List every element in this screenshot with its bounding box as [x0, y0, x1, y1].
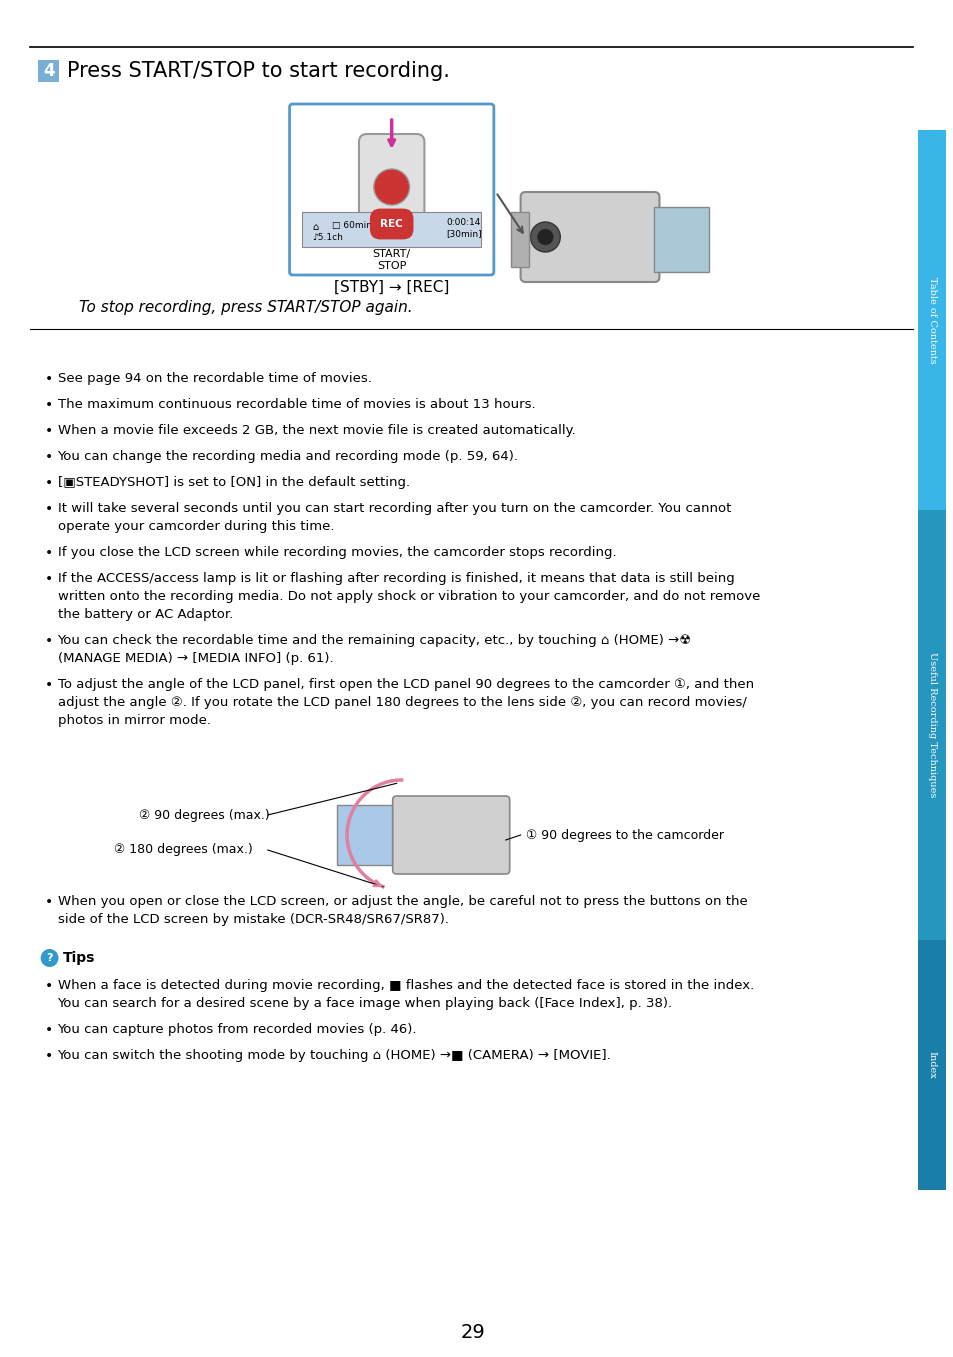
- Text: 29: 29: [460, 1323, 485, 1342]
- Text: START/
STOP: START/ STOP: [373, 250, 411, 271]
- FancyBboxPatch shape: [520, 191, 659, 282]
- Text: You can check the recordable time and the remaining capacity, etc., by touching : You can check the recordable time and th…: [57, 634, 691, 647]
- Circle shape: [537, 229, 553, 246]
- Text: Tips: Tips: [62, 951, 94, 965]
- Text: •: •: [45, 372, 52, 385]
- Text: The maximum continuous recordable time of movies is about 13 hours.: The maximum continuous recordable time o…: [57, 398, 535, 411]
- Text: You can capture photos from recorded movies (p. 46).: You can capture photos from recorded mov…: [57, 1023, 416, 1035]
- Bar: [918, 940, 945, 1190]
- Text: •: •: [45, 978, 52, 993]
- Text: Useful Recording Techniques: Useful Recording Techniques: [926, 653, 936, 798]
- Text: It will take several seconds until you can start recording after you turn on the: It will take several seconds until you c…: [57, 502, 730, 516]
- Text: To adjust the angle of the LCD panel, first open the LCD panel 90 degrees to the: To adjust the angle of the LCD panel, fi…: [57, 678, 753, 691]
- Text: When you open or close the LCD screen, or adjust the angle, be careful not to pr: When you open or close the LCD screen, o…: [57, 896, 746, 908]
- Bar: [510, 212, 528, 267]
- Text: ② 180 degrees (max.): ② 180 degrees (max.): [114, 844, 253, 856]
- Text: •: •: [45, 678, 52, 692]
- Text: When a face is detected during movie recording, ■ flashes and the detected face : When a face is detected during movie rec…: [57, 978, 753, 992]
- Text: •: •: [45, 502, 52, 516]
- Bar: [918, 510, 945, 940]
- Text: •: •: [45, 423, 52, 438]
- Text: ② 90 degrees (max.): ② 90 degrees (max.): [139, 809, 270, 821]
- Text: To stop recording, press START/STOP again.: To stop recording, press START/STOP agai…: [79, 300, 413, 315]
- Bar: [918, 130, 945, 510]
- Text: (MANAGE MEDIA) → [MEDIA INFO] (p. 61).: (MANAGE MEDIA) → [MEDIA INFO] (p. 61).: [57, 651, 333, 665]
- Text: You can change the recording media and recording mode (p. 59, 64).: You can change the recording media and r…: [57, 451, 518, 463]
- Text: •: •: [45, 896, 52, 909]
- Circle shape: [530, 223, 559, 252]
- Text: 0:00:14: 0:00:14: [446, 217, 480, 227]
- Text: See page 94 on the recordable time of movies.: See page 94 on the recordable time of mo…: [57, 372, 371, 385]
- Text: [STBY] → [REC]: [STBY] → [REC]: [334, 280, 449, 294]
- Text: •: •: [45, 1049, 52, 1063]
- FancyBboxPatch shape: [290, 104, 494, 275]
- Bar: [37, 60, 59, 81]
- Text: 4: 4: [43, 62, 54, 80]
- Text: adjust the angle ②. If you rotate the LCD panel 180 degrees to the lens side ②, : adjust the angle ②. If you rotate the LC…: [57, 696, 745, 708]
- Text: ♪5.1ch: ♪5.1ch: [312, 232, 343, 242]
- Text: [▣STEADYSHOT] is set to [ON] in the default setting.: [▣STEADYSHOT] is set to [ON] in the defa…: [57, 476, 409, 489]
- Circle shape: [374, 170, 409, 205]
- Text: •: •: [45, 634, 52, 649]
- Text: •: •: [45, 1023, 52, 1037]
- Text: ?: ?: [47, 953, 52, 963]
- Text: If you close the LCD screen while recording movies, the camcorder stops recordin: If you close the LCD screen while record…: [57, 546, 616, 559]
- Text: side of the LCD screen by mistake (DCR-SR48/SR67/SR87).: side of the LCD screen by mistake (DCR-S…: [57, 913, 448, 925]
- Text: operate your camcorder during this time.: operate your camcorder during this time.: [57, 520, 334, 533]
- FancyBboxPatch shape: [358, 134, 424, 240]
- Circle shape: [41, 949, 58, 968]
- Text: □ 60min: □ 60min: [332, 220, 372, 229]
- Text: •: •: [45, 451, 52, 464]
- Bar: [654, 208, 708, 271]
- Text: If the ACCESS/access lamp is lit or flashing after recording is finished, it mea: If the ACCESS/access lamp is lit or flas…: [57, 573, 734, 585]
- Text: Press START/STOP to start recording.: Press START/STOP to start recording.: [68, 61, 450, 81]
- Text: Table of Contents: Table of Contents: [926, 277, 936, 364]
- Text: the battery or AC Adaptor.: the battery or AC Adaptor.: [57, 608, 233, 622]
- Text: •: •: [45, 398, 52, 413]
- Text: photos in mirror mode.: photos in mirror mode.: [57, 714, 211, 727]
- Text: When a movie file exceeds 2 GB, the next movie file is created automatically.: When a movie file exceeds 2 GB, the next…: [57, 423, 575, 437]
- Text: You can switch the shooting mode by touching ⌂ (HOME) →■ (CAMERA) → [MOVIE].: You can switch the shooting mode by touc…: [57, 1049, 611, 1063]
- Text: [30min]: [30min]: [446, 229, 481, 239]
- Text: ⌂: ⌂: [312, 223, 318, 232]
- Text: written onto the recording media. Do not apply shock or vibration to your camcor: written onto the recording media. Do not…: [57, 590, 760, 603]
- Text: You can search for a desired scene by a face image when playing back ([Face Inde: You can search for a desired scene by a …: [57, 997, 672, 1010]
- FancyBboxPatch shape: [393, 797, 509, 874]
- Text: •: •: [45, 476, 52, 490]
- Text: •: •: [45, 546, 52, 560]
- Text: •: •: [45, 573, 52, 586]
- Text: REC: REC: [380, 218, 403, 229]
- Text: Index: Index: [926, 1052, 936, 1079]
- Bar: [302, 212, 480, 247]
- Bar: [336, 805, 392, 864]
- Text: ① 90 degrees to the camcorder: ① 90 degrees to the camcorder: [525, 829, 722, 841]
